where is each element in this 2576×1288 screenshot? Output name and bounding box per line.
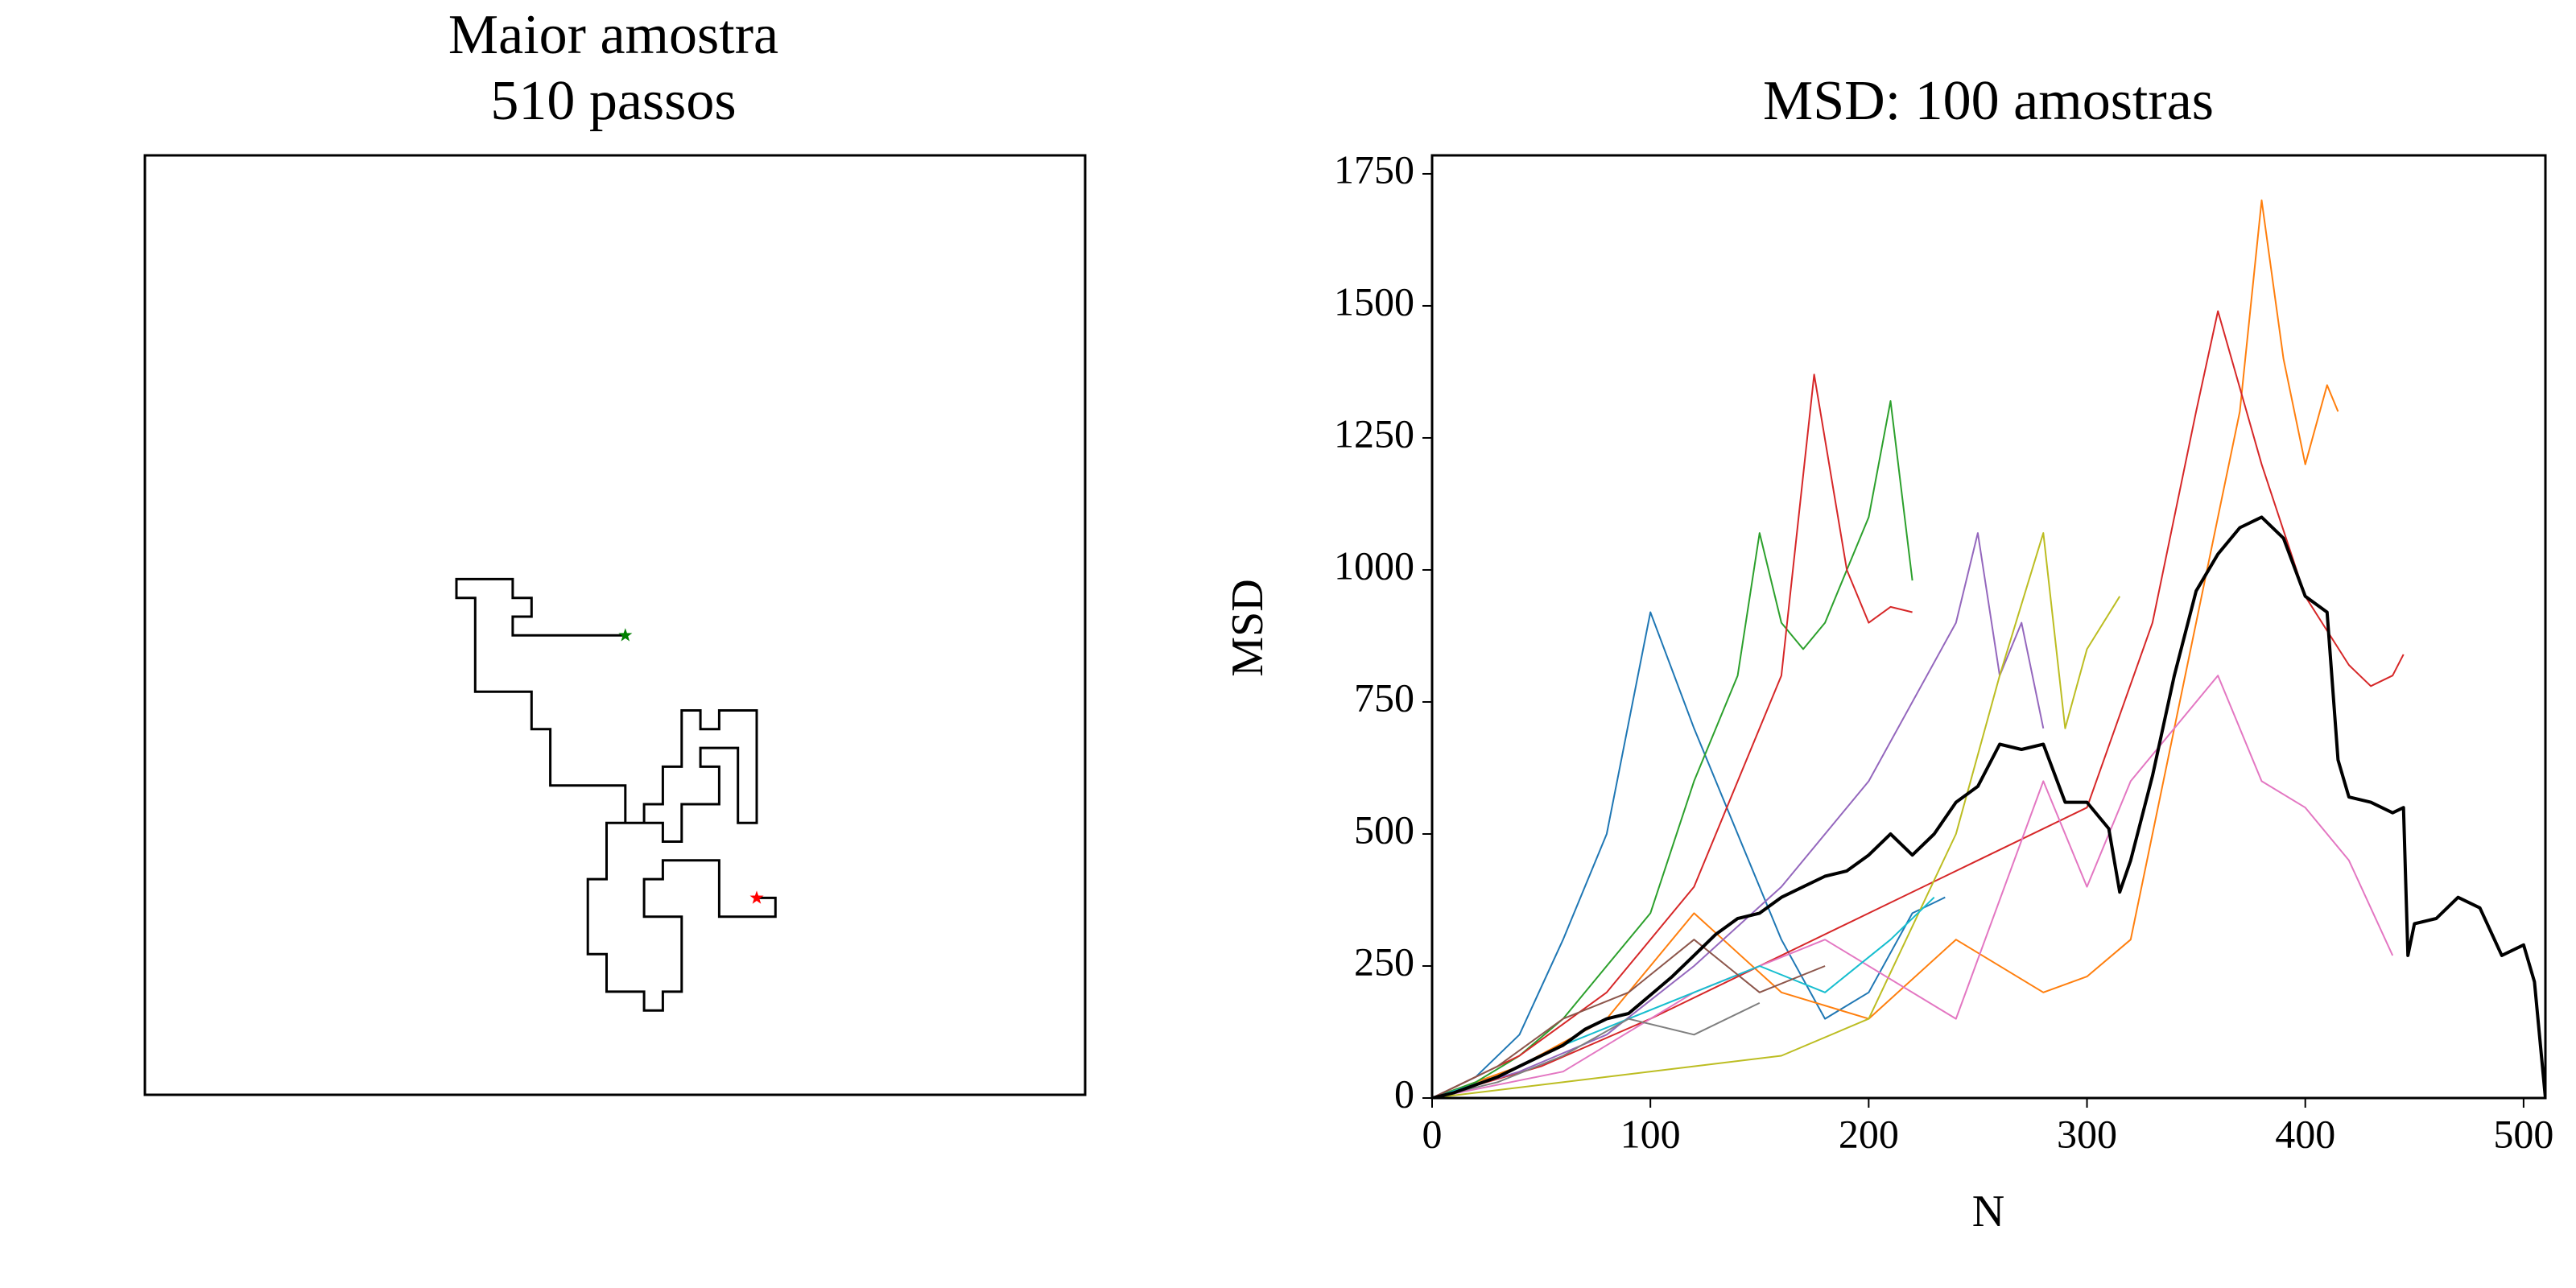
y-tick-label: 1000	[1334, 543, 1414, 588]
series-line	[1432, 939, 1826, 1098]
series-line	[1432, 199, 2339, 1098]
plot-frame	[1430, 154, 2547, 1100]
chart-subtitle: 510 passos	[490, 70, 736, 132]
x-axis-label: N	[1972, 1187, 2004, 1236]
y-tick-label: 0	[1394, 1071, 1414, 1116]
series-line	[1432, 374, 1913, 1098]
plot-area	[455, 577, 777, 1012]
plot-frame	[143, 154, 1087, 1096]
walk-line	[455, 577, 777, 1012]
series-line	[1432, 400, 1913, 1098]
y-tick-label: 1250	[1334, 411, 1414, 456]
y-tick-label: 750	[1354, 675, 1414, 720]
y-tick-label: 500	[1354, 807, 1414, 852]
series-line	[1432, 310, 2405, 1098]
series-line	[1432, 515, 2545, 1098]
y-tick-label: 1750	[1334, 147, 1414, 192]
series-line	[1432, 1001, 1761, 1098]
x-tick-label: 100	[1620, 1111, 1681, 1156]
plot-area	[1432, 199, 2545, 1098]
start-marker	[618, 628, 633, 642]
y-tick-label: 250	[1354, 939, 1414, 984]
x-tick-label: 300	[2057, 1111, 2117, 1156]
chart-title: Maior amostra	[448, 4, 778, 66]
chart-title: MSD: 100 amostras	[1763, 70, 2214, 132]
series-line	[1432, 532, 2121, 1098]
y-tick-label: 1500	[1334, 279, 1414, 324]
x-tick-label: 200	[1839, 1111, 1899, 1156]
x-tick-label: 0	[1422, 1111, 1443, 1156]
y-axis-label: MSD	[1223, 579, 1273, 676]
x-tick-label: 500	[2493, 1111, 2553, 1156]
series-line	[1432, 611, 1946, 1098]
x-tick-label: 400	[2275, 1111, 2335, 1156]
end-marker	[749, 890, 764, 904]
